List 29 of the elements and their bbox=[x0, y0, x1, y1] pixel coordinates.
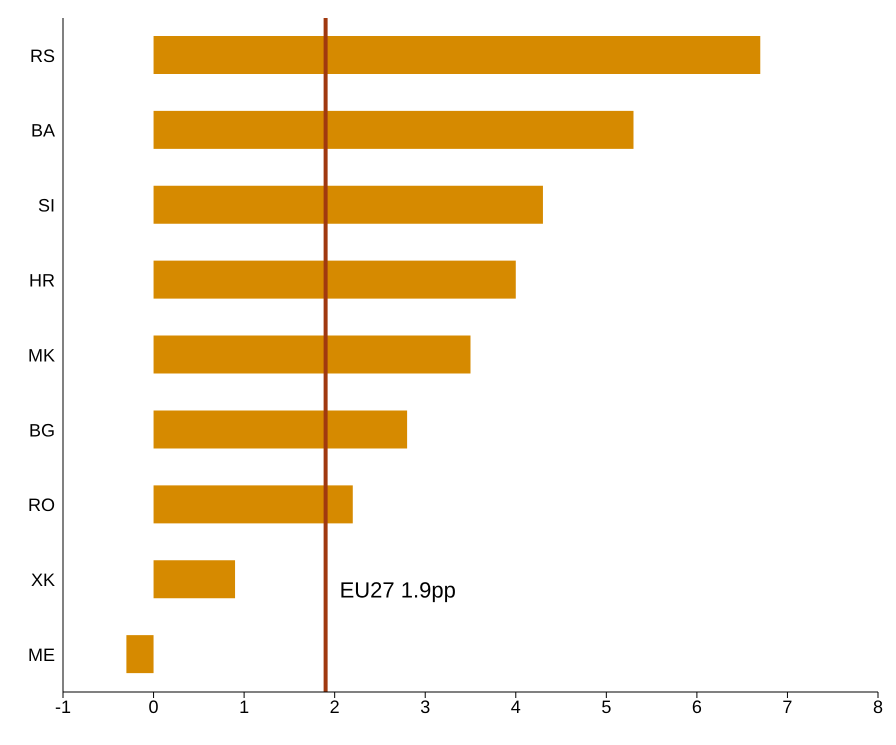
bar bbox=[154, 110, 634, 149]
y-tick-label: RS bbox=[30, 46, 55, 66]
bar bbox=[154, 260, 516, 299]
y-tick-label: BA bbox=[30, 120, 55, 141]
y-tick-label: BG bbox=[28, 420, 55, 440]
x-tick-label: 4 bbox=[510, 696, 521, 717]
bar bbox=[154, 410, 408, 448]
y-tick-label: ME bbox=[28, 644, 55, 665]
bar bbox=[154, 336, 470, 374]
x-tick-label: 5 bbox=[601, 696, 612, 717]
x-tick-label: -1 bbox=[54, 696, 72, 717]
x-tick-label: 2 bbox=[330, 696, 340, 717]
bar bbox=[126, 635, 154, 674]
y-tick-label: MK bbox=[28, 345, 55, 366]
x-tick-label: 7 bbox=[782, 696, 792, 717]
x-tick-label: 6 bbox=[692, 696, 702, 717]
bar bbox=[154, 560, 236, 598]
ref-line-label: EU27 1.9pp bbox=[340, 578, 456, 603]
y-tick-label: HR bbox=[29, 270, 55, 290]
bar bbox=[154, 186, 543, 224]
y-tick-label: SI bbox=[38, 196, 55, 216]
x-tick-label: 0 bbox=[148, 696, 159, 717]
bar bbox=[154, 36, 760, 74]
y-tick-label: XK bbox=[30, 570, 55, 590]
bar bbox=[154, 485, 353, 524]
x-tick-label: 3 bbox=[420, 696, 430, 717]
y-tick-label: RO bbox=[28, 495, 55, 516]
x-tick-label: 8 bbox=[872, 696, 884, 717]
x-tick-label: 1 bbox=[239, 696, 250, 717]
